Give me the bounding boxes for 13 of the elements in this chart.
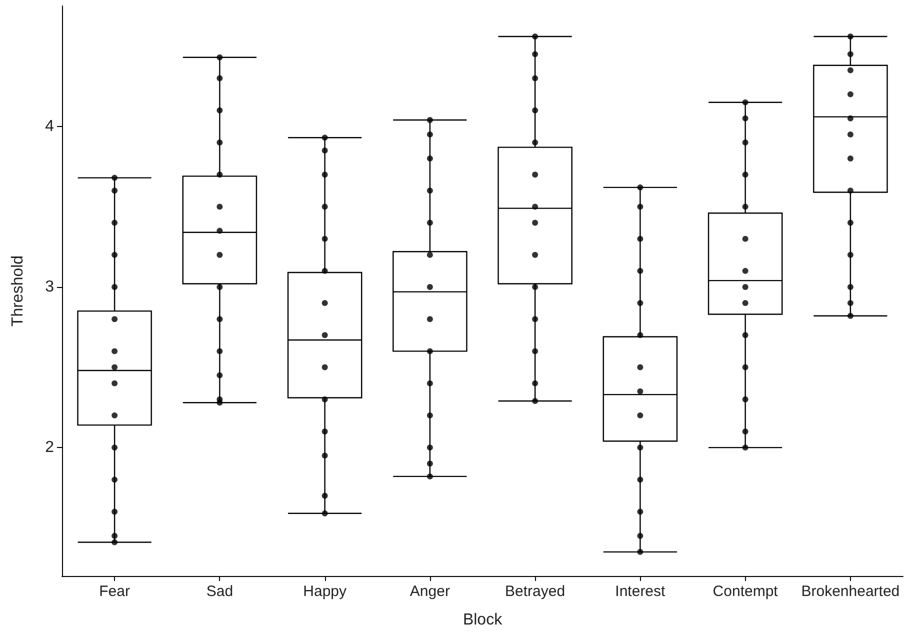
x-tick-label: Contempt: [712, 583, 779, 600]
y-axis-title: Threshold: [10, 255, 26, 327]
y-tick-label: 4: [45, 118, 54, 135]
x-tick-label: Anger: [410, 583, 450, 600]
x-axis-title: Block: [462, 612, 504, 628]
x-tick-label: Interest: [615, 583, 666, 600]
x-tick-label: Sad: [206, 583, 234, 600]
y-tick-label: 3: [45, 278, 54, 296]
x-tick-label: Fear: [99, 583, 130, 600]
y-tick-label: 2: [45, 439, 54, 456]
x-tick-label: Betrayed: [505, 583, 566, 600]
x-tick-label: Brokenhearted: [801, 583, 900, 600]
x-tick-label: Happy: [303, 583, 347, 600]
